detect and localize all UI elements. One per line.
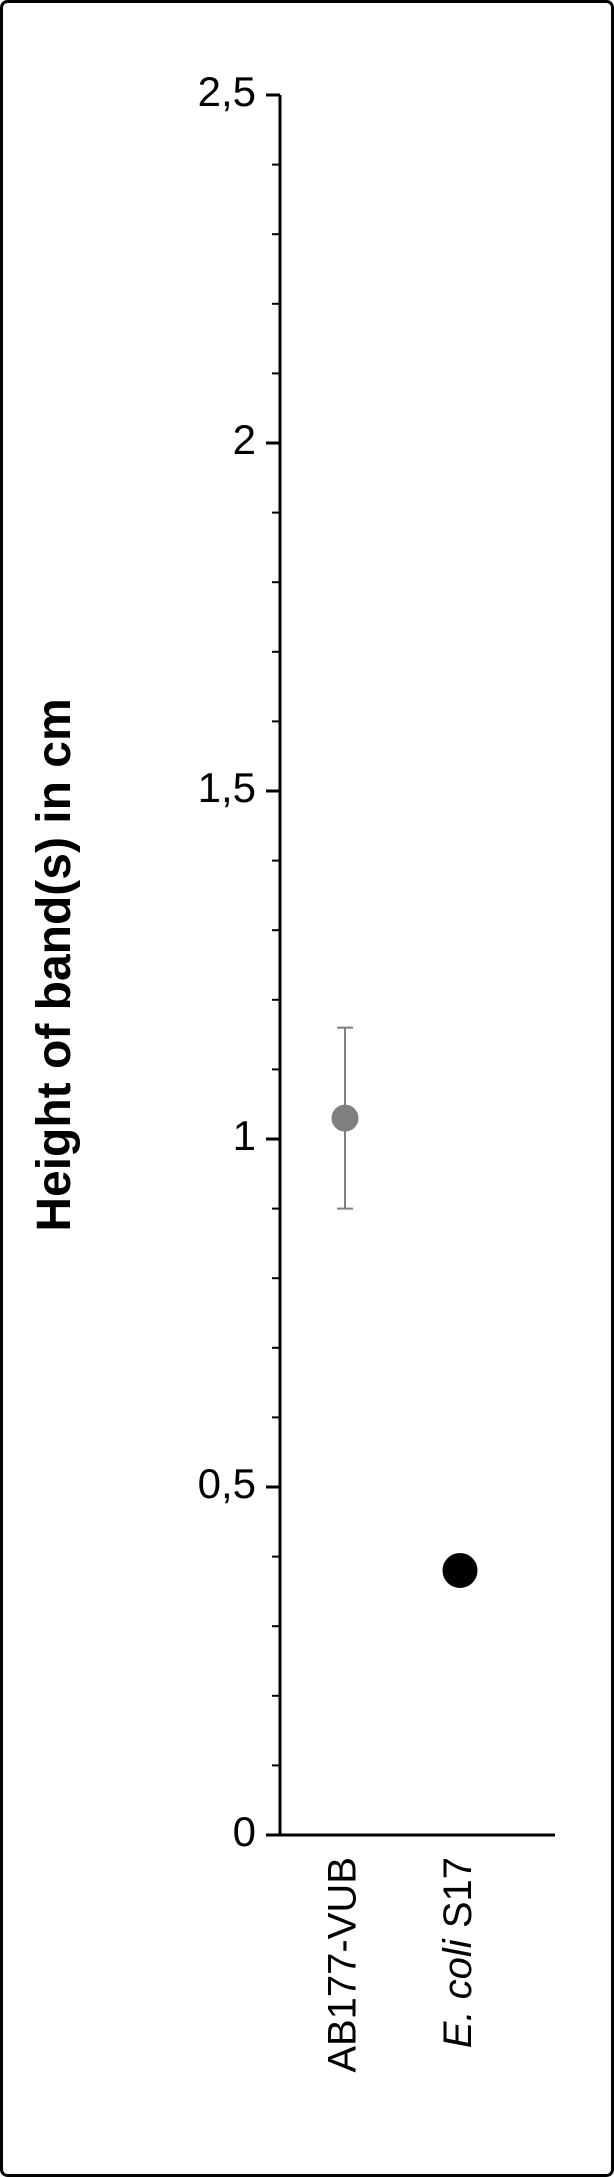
- data-point: [443, 1554, 477, 1588]
- y-axis-title: Height of band(s) in cm: [28, 698, 81, 1231]
- band-height-chart: Height of band(s) in cm 0 0,5 1 1,5 2 2,5 AB177…: [0, 0, 614, 2177]
- x-category-label: AB177-VUB: [321, 1857, 365, 2073]
- x-category-label: E. coli S17: [436, 1857, 480, 2048]
- y-tick-label: 1: [233, 1112, 256, 1159]
- data-point: [332, 1105, 358, 1131]
- y-tick-label: 2: [233, 416, 256, 463]
- y-tick-label: 0,5: [198, 1460, 256, 1507]
- y-tick-label: 2,5: [198, 68, 256, 115]
- y-tick-label: 0: [233, 1808, 256, 1855]
- y-tick-label: 1,5: [198, 764, 256, 811]
